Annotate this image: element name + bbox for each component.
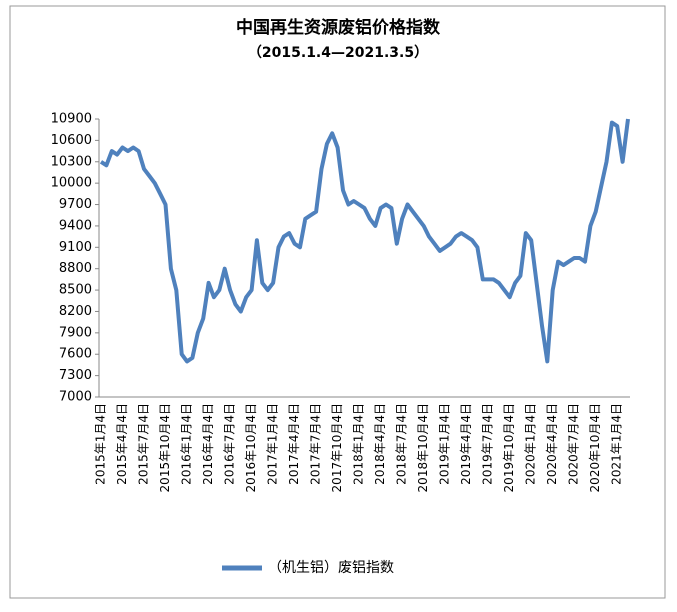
x-tick-label: 2019年1月4日 [438, 403, 452, 485]
y-tick-label: 9700 [59, 197, 92, 212]
x-tick-label: 2016年1月4日 [180, 403, 194, 485]
x-tick-label: 2017年7月4日 [309, 403, 323, 485]
line-series [99, 118, 630, 364]
y-tick-label: 10000 [51, 176, 92, 191]
x-tick-label: 2016年10月4日 [244, 403, 258, 492]
chart-title: 中国再生资源废铝价格指数 [236, 17, 441, 38]
x-tick-label: 2017年1月4日 [266, 403, 280, 485]
x-tick-label: 2020年1月4日 [524, 403, 538, 485]
y-tick-label: 7300 [59, 368, 92, 383]
x-tick-label: 2016年7月4日 [223, 403, 237, 485]
frame [9, 5, 666, 599]
y-tick-label: 7000 [59, 390, 92, 405]
y-tick-label: 7900 [59, 325, 92, 340]
x-tick-label: 2020年7月4日 [567, 403, 581, 485]
chart-subtitle: （2015.1.4—2021.3.5） [248, 45, 428, 61]
x-tick-label: 2018年4月4日 [373, 403, 387, 485]
x-tick-label: 2018年1月4日 [352, 403, 366, 485]
y-tick-label: 8800 [59, 261, 92, 276]
x-tick-label: 2017年10月4日 [330, 403, 344, 492]
x-tick-label: 2018年7月4日 [395, 403, 409, 485]
x-tick-label: 2017年4月4日 [287, 403, 301, 485]
x-tick-label: 2019年7月4日 [481, 403, 495, 485]
x-tick-label: 2016年4月4日 [201, 403, 215, 485]
x-tick-label: 2015年4月4日 [115, 403, 129, 485]
x-tick-label: 2020年10月4日 [588, 403, 602, 492]
y-tick-label: 9100 [59, 240, 92, 255]
y-tick-label: 10600 [51, 133, 92, 148]
x-tick-label: 2019年4月4日 [459, 403, 473, 485]
x-tick-label: 2015年1月4日 [94, 403, 108, 485]
x-tick-label: 2019年10月4日 [502, 403, 516, 492]
y-tick-label: 10300 [51, 154, 92, 169]
x-tick-label: 2015年7月4日 [137, 403, 151, 485]
x-tick-label: 2020年4月4日 [545, 403, 559, 485]
x-tick-label: 2021年1月4日 [610, 403, 624, 485]
legend-label: （机生铝）废铝指数 [268, 560, 394, 576]
y-tick-label: 10900 [51, 112, 92, 127]
y-tick-label: 8500 [59, 283, 92, 298]
x-tick-label: 2015年10月4日 [158, 403, 172, 492]
x-tick-label: 2018年10月4日 [416, 403, 430, 492]
y-tick-label: 8200 [59, 304, 92, 319]
y-tick-label: 7600 [59, 347, 92, 362]
y-tick-label: 9400 [59, 218, 92, 233]
